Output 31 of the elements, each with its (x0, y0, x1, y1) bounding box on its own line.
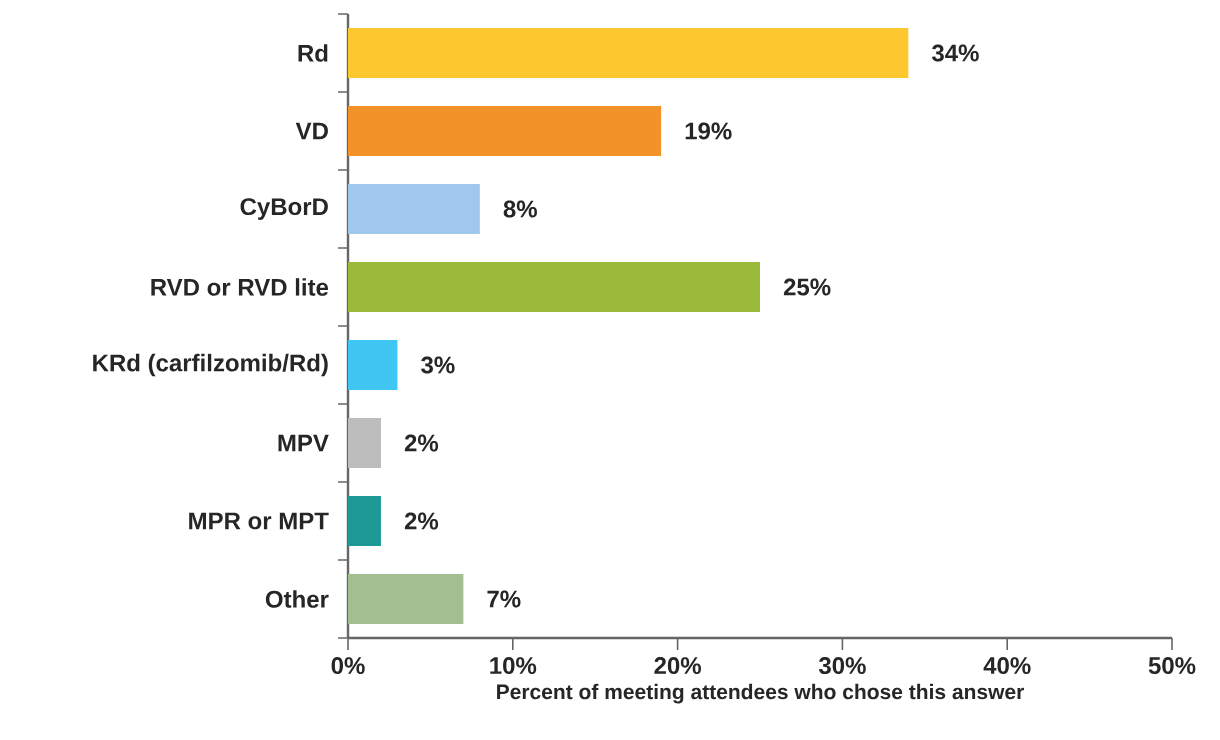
x-tick-label: 40% (983, 657, 1031, 675)
bar (348, 574, 464, 625)
y-tick-label: MPR or MPT (189, 512, 329, 530)
y-tick-label: MPV (278, 434, 329, 452)
bar (348, 340, 398, 391)
data-label: 2% (404, 434, 439, 452)
bar (348, 262, 760, 313)
y-tick-label: CyBorD (240, 198, 328, 220)
x-tick-label: 10% (490, 657, 537, 675)
bar (348, 28, 909, 79)
bar (348, 418, 381, 469)
x-tick-label: 30% (818, 657, 866, 675)
y-tick-label: Other (265, 590, 329, 608)
data-label: 8% (503, 200, 537, 218)
data-label: 3% (421, 356, 455, 374)
data-label: 7% (487, 590, 521, 608)
y-tick-label: RVD or RVD lite (151, 278, 329, 296)
x-axis-title: Percent of meeting attendees who chose this answer (497, 683, 1024, 704)
data-label: 25% (783, 278, 831, 296)
data-label: 19% (685, 122, 732, 140)
bar (348, 496, 381, 547)
y-tick-label: VD (295, 122, 328, 140)
bar (348, 184, 480, 235)
y-tick-label: KRd (carfilzomib/Rd) (93, 353, 328, 377)
y-tick-label: Rd (298, 44, 328, 62)
x-tick-label: 20% (654, 657, 701, 675)
data-label: 34% (931, 44, 979, 62)
bar (348, 106, 662, 156)
x-tick-label: 50% (1148, 657, 1196, 675)
data-label: 2% (404, 512, 439, 530)
x-tick-label: 0% (331, 657, 365, 675)
